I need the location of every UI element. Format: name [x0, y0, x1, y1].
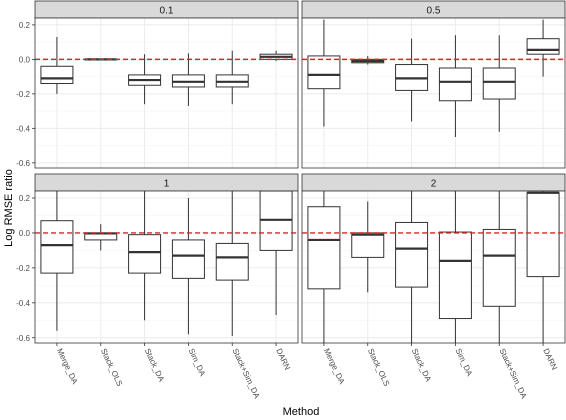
box-DARN [259, 190, 293, 316]
box-iqr [482, 67, 516, 100]
panel-background [302, 191, 565, 343]
y-tick-label: 0.0 [19, 56, 31, 65]
facet-strip-label: 2 [431, 179, 437, 190]
facet-panels: 0.1 0.2 0.0 -0.2 -0.4 -0.6 0.5 1 0.2 0.0 -0.2 -0.4 -… [16, 0, 566, 400]
facet-strip-label: 0.5 [427, 6, 441, 17]
panel-border [34, 17, 299, 169]
box-Sim_DA [438, 191, 472, 343]
panel-background [35, 191, 298, 343]
box-iqr [526, 192, 560, 278]
panel-border [301, 17, 566, 169]
y-tick-label: -0.4 [16, 125, 30, 134]
box-iqr [40, 65, 74, 85]
box-Stack+Sim_DA [215, 50, 249, 105]
y-tick-label: -0.6 [16, 159, 30, 168]
facet-strip-label: 0.1 [160, 6, 174, 17]
box-iqr [482, 228, 516, 307]
box-iqr [215, 242, 249, 281]
box-iqr [40, 220, 74, 274]
box-Stack_OLS [351, 201, 385, 293]
box-iqr [438, 67, 472, 102]
box-Stack_DA [128, 191, 162, 321]
box-Stack+Sim_DA [482, 35, 516, 132]
box-iqr [128, 234, 162, 274]
y-tick-label: 0.0 [19, 229, 31, 238]
box-Sim_DA [171, 53, 205, 106]
y-tick-label: 0.2 [19, 194, 31, 203]
y-tick-label: -0.6 [16, 334, 30, 343]
box-Stack+Sim_DA [215, 191, 249, 337]
box-Stack+Sim_DA [482, 191, 516, 343]
box-Merge_DA [40, 36, 74, 94]
panel-background [302, 18, 565, 168]
box-Sim_DA [171, 197, 205, 335]
panel-border [34, 190, 299, 344]
box-DARN [526, 191, 560, 343]
y-axis-title: Log RMSE ratio [3, 169, 15, 247]
panel-border [301, 190, 566, 344]
y-tick-label: -0.4 [16, 299, 30, 308]
y-tick-label: 0.2 [19, 21, 31, 30]
box-DARN [526, 19, 560, 77]
box-iqr [351, 232, 385, 258]
panel-background [35, 18, 298, 168]
facet-panel-0.1: 0.1 0.2 0.0 -0.2 -0.4 -0.6 [16, 0, 299, 169]
x-axis-title: Method [283, 406, 320, 418]
box-iqr [307, 55, 341, 90]
box-iqr [438, 231, 472, 320]
box-iqr [171, 239, 205, 279]
box-iqr [395, 221, 429, 288]
box-Stack_DA [395, 38, 429, 122]
facet-panel-0.5: 0.5 [301, 0, 566, 169]
facet-strip-label: 1 [164, 179, 170, 190]
y-tick-label: -0.2 [16, 90, 30, 99]
box-iqr [526, 38, 560, 55]
box-Stack_DA [128, 54, 162, 105]
box-iqr [307, 206, 341, 290]
box-Merge_DA [307, 191, 341, 343]
y-tick-label: -0.2 [16, 264, 30, 273]
box-Merge_DA [40, 191, 74, 331]
box-Sim_DA [438, 35, 472, 137]
box-Merge_DA [307, 19, 341, 127]
